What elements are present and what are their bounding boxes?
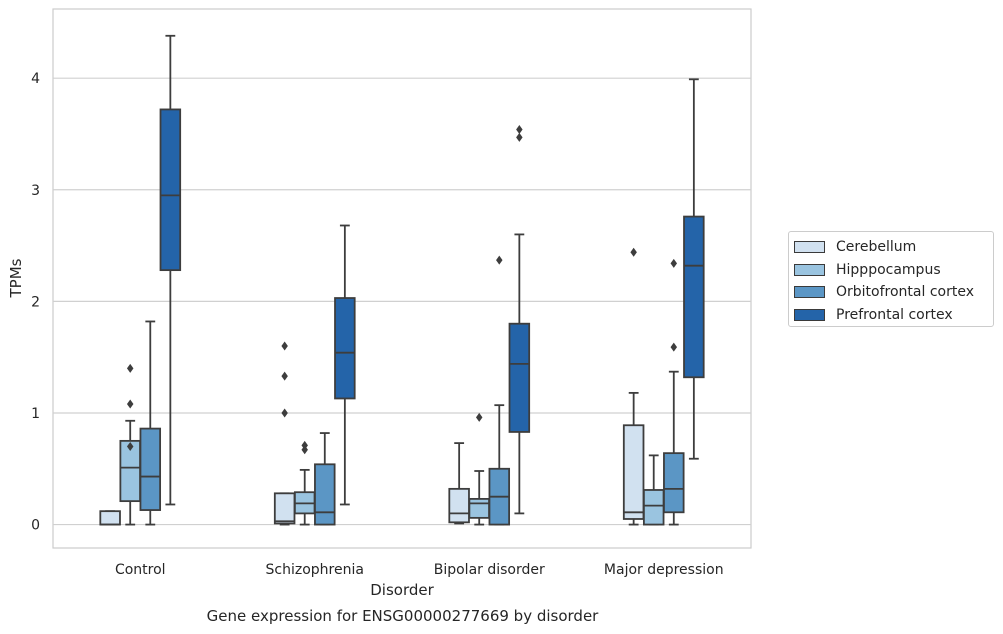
legend: Cerebellum Hipppocampus Orbitofrontal co… [788, 231, 994, 327]
x-axis-label: Disorder [370, 581, 434, 599]
box-plot-groups [99, 34, 705, 526]
outlier-point [126, 441, 134, 451]
y-tick-label-3: 3 [31, 183, 40, 199]
box-hipppocampus-schizophrenia [293, 440, 316, 526]
box-prefrontal-cortex-bipolar-disorder [508, 125, 531, 515]
outlier-point [630, 247, 637, 257]
outlier-point [126, 363, 134, 373]
outlier-point [670, 258, 678, 268]
box-iqr [683, 215, 705, 379]
chart-caption: Gene expression for ENSG00000277669 by d… [206, 607, 599, 625]
outlier-point [126, 399, 134, 409]
box-iqr [99, 510, 121, 526]
outlier-point [281, 341, 288, 351]
box-hipppocampus-bipolar-disorder [468, 412, 490, 526]
box-iqr [273, 492, 296, 525]
legend-item-orbitofrontal-cortex: Orbitofrontal cortex [794, 281, 987, 304]
box-iqr [663, 452, 685, 514]
outlier-point [670, 342, 678, 352]
box-iqr [334, 297, 356, 400]
box-orbitofrontal-cortex-bipolar-disorder [488, 255, 511, 526]
legend-swatch-cerebellum [794, 241, 825, 254]
outlier-point [281, 371, 288, 381]
legend-item-cerebellum: Cerebellum [794, 236, 987, 259]
y-tick-label-0: 0 [31, 518, 40, 534]
outlier-point [516, 125, 523, 135]
x-tick-labels: Control Schizophrenia Bipolar disorder Majo… [115, 562, 724, 578]
legend-swatch-orbitofrontal-cortex [794, 286, 825, 299]
box-orbitofrontal-cortex-schizophrenia [314, 432, 336, 526]
box-iqr [139, 427, 162, 511]
box-prefrontal-cortex-schizophrenia [334, 224, 356, 506]
box-hipppocampus-major-depression [642, 454, 665, 526]
box-cerebellum-bipolar-disorder [448, 442, 470, 525]
legend-item-hippocampus: Hipppocampus [794, 259, 987, 282]
outlier-point [496, 255, 503, 265]
legend-label-prefrontal-cortex: Prefrontal cortex [836, 306, 953, 323]
y-tick-labels: 0 1 2 3 4 [31, 71, 40, 533]
legend-label-hippocampus: Hipppocampus [836, 261, 941, 278]
legend-swatch-prefrontal-cortex [794, 308, 825, 321]
box-prefrontal-cortex-control [159, 34, 182, 506]
outlier-point [475, 412, 483, 422]
legend-swatch-hippocampus [794, 263, 825, 276]
box-cerebellum-control [99, 510, 121, 526]
box-cerebellum-major-depression [622, 247, 645, 526]
box-iqr [448, 487, 470, 524]
box-orbitofrontal-cortex-control [139, 320, 162, 526]
y-tick-label-2: 2 [31, 294, 40, 310]
box-orbitofrontal-cortex-major-depression [663, 258, 685, 526]
y-tick-label-4: 4 [31, 71, 40, 87]
legend-label-cerebellum: Cerebellum [836, 239, 917, 256]
legend-label-orbitofrontal-cortex: Orbitofrontal cortex [836, 284, 974, 301]
legend-item-prefrontal-cortex: Prefrontal cortex [794, 304, 987, 327]
x-tick-label-control: Control [115, 562, 166, 578]
box-iqr [642, 489, 665, 526]
y-tick-label-1: 1 [31, 406, 40, 422]
x-tick-label-schizophrenia: Schizophrenia [266, 562, 364, 578]
box-iqr [468, 497, 490, 519]
box-iqr [508, 322, 531, 433]
box-iqr [314, 463, 336, 526]
box-prefrontal-cortex-major-depression [683, 78, 705, 460]
outlier-point [301, 440, 308, 450]
outlier-point [281, 408, 288, 418]
x-tick-label-major-depression: Major depression [604, 562, 724, 578]
outlier-point [516, 132, 523, 142]
box-iqr [159, 108, 182, 272]
x-tick-label-bipolar-disorder: Bipolar disorder [434, 562, 545, 578]
y-axis-label: TPMs [7, 258, 25, 298]
box-iqr [622, 424, 645, 520]
